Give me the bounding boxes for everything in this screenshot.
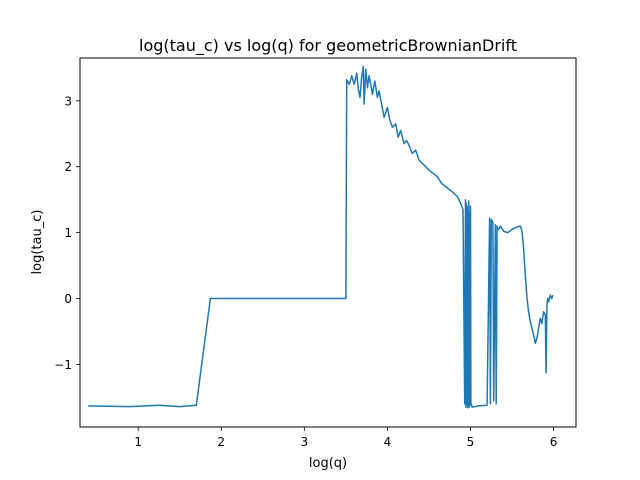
axes-frame — [79, 57, 577, 428]
series-line-1 — [88, 65, 554, 409]
x-axis-label: log(q) — [309, 456, 347, 471]
y-tick-label: 0 — [64, 292, 72, 306]
chart-title: log(tau_c) vs log(q) for geometricBrowni… — [139, 36, 517, 56]
x-tick-label: 5 — [467, 435, 475, 449]
y-tick-label: 1 — [64, 226, 72, 240]
x-tick-label: 1 — [134, 435, 142, 449]
x-tick-label: 2 — [217, 435, 225, 449]
x-tick-label: 3 — [301, 435, 309, 449]
x-tick-label: 6 — [550, 435, 558, 449]
y-tick-label: 3 — [64, 94, 72, 108]
y-axis-label: log(tau_c) — [30, 210, 45, 275]
y-tick-label: 2 — [64, 160, 72, 174]
y-tick-label: −1 — [54, 358, 72, 372]
x-tick-label: 4 — [384, 435, 392, 449]
tick-layer: 1 2 3 4 5 6 −1 0 1 2 3 — [54, 94, 557, 449]
plot-area: 1 2 3 4 5 6 −1 0 1 2 3 — [54, 57, 577, 449]
series-layer — [88, 65, 554, 409]
